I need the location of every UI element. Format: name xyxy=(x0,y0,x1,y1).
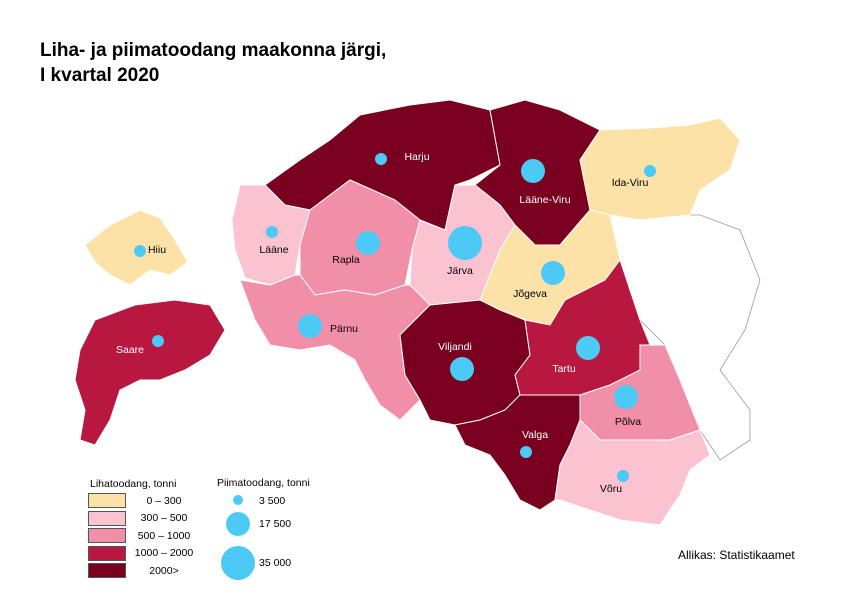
county-ida-viru[interactable] xyxy=(579,117,741,221)
milk-bubble-laane xyxy=(266,226,278,238)
source-note: Allikas: Statistikaamet xyxy=(678,548,795,562)
label-hiiu: Hiiu xyxy=(148,244,166,256)
milk-legend-bubble-medium xyxy=(226,512,250,536)
milk-bubble-jarva xyxy=(448,226,482,260)
meat-legend-swatch xyxy=(88,528,126,543)
label-saare: Saare xyxy=(116,344,144,356)
milk-legend-label-medium: 17 500 xyxy=(259,518,292,530)
label-laane: Lääne xyxy=(259,244,288,256)
meat-legend-row: 300 – 500 xyxy=(88,510,194,526)
milk-bubbles xyxy=(134,153,656,482)
title-line-2: I kvartal 2020 xyxy=(40,65,160,86)
neighbour-region xyxy=(609,214,761,461)
meat-legend-title: Lihatoodang, tonni xyxy=(90,478,177,490)
milk-bubble-harju xyxy=(375,153,387,165)
milk-bubble-viljandi xyxy=(450,357,474,381)
milk-bubble-rapla xyxy=(356,231,380,255)
meat-legend-swatch xyxy=(88,563,126,578)
county-voru[interactable] xyxy=(554,419,711,526)
meat-legend-label: 0 – 300 xyxy=(146,494,182,507)
label-viljandi: Viljandi xyxy=(438,341,472,353)
meat-legend-swatch xyxy=(88,510,126,526)
label-voru: Võru xyxy=(600,483,622,495)
milk-legend-bubbles xyxy=(221,495,255,580)
milk-bubble-voru xyxy=(617,470,629,482)
label-harju: Harju xyxy=(404,151,429,163)
county-saare[interactable] xyxy=(74,299,226,446)
meat-legend-label: 1000 – 2000 xyxy=(134,547,194,559)
milk-legend-label-small: 3 500 xyxy=(259,495,286,507)
title-line-1: Liha- ja piimatoodang maakonna järgi, xyxy=(40,40,387,61)
meat-legend-row: 2000> xyxy=(88,563,194,578)
label-jogeva: Jõgeva xyxy=(513,288,547,300)
meat-legend-label: 300 – 500 xyxy=(140,512,188,524)
milk-bubble-saare xyxy=(152,335,164,347)
milk-legend-bubble-small xyxy=(233,495,243,505)
meat-legend-row: 1000 – 2000 xyxy=(88,545,194,561)
milk-bubble-laane-viru xyxy=(521,159,545,183)
county-labels: Harju Lääne-Viru Ida-Viru Hiiu Lääne Rapla Jär… xyxy=(116,151,648,495)
label-jarva: Järva xyxy=(447,265,473,277)
label-valga: Valga xyxy=(522,429,548,441)
meat-legend-swatch xyxy=(88,493,126,508)
meat-legend-label: 500 – 1000 xyxy=(137,529,191,542)
meat-legend-row: 500 – 1000 xyxy=(88,528,194,543)
label-ida-viru: Ida-Viru xyxy=(612,177,649,189)
milk-bubble-ida-viru xyxy=(644,165,656,177)
map-title: Liha- ja piimatoodang maakonna järgi, I … xyxy=(40,38,386,88)
milk-legend-title: Piimatoodang, tonni xyxy=(217,477,310,489)
milk-bubble-valga xyxy=(520,446,532,458)
meat-legend-swatch xyxy=(88,545,126,561)
label-rapla: Rapla xyxy=(332,254,360,266)
milk-bubble-jogeva xyxy=(541,261,565,285)
label-laane-viru: Lääne-Viru xyxy=(519,194,570,206)
milk-legend-bubble-large xyxy=(221,546,255,580)
meat-legend-label: 2000> xyxy=(149,564,179,577)
meat-legend-row: 0 – 300 xyxy=(88,493,194,508)
milk-bubble-hiiu xyxy=(134,245,146,257)
milk-bubble-polva xyxy=(614,385,638,409)
milk-bubble-tartu xyxy=(576,336,600,360)
label-parnu: Pärnu xyxy=(330,323,358,335)
milk-legend-label-large: 35 000 xyxy=(259,557,292,569)
milk-bubble-parnu xyxy=(298,314,322,338)
label-polva: Põlva xyxy=(615,416,641,428)
label-tartu: Tartu xyxy=(552,363,576,375)
